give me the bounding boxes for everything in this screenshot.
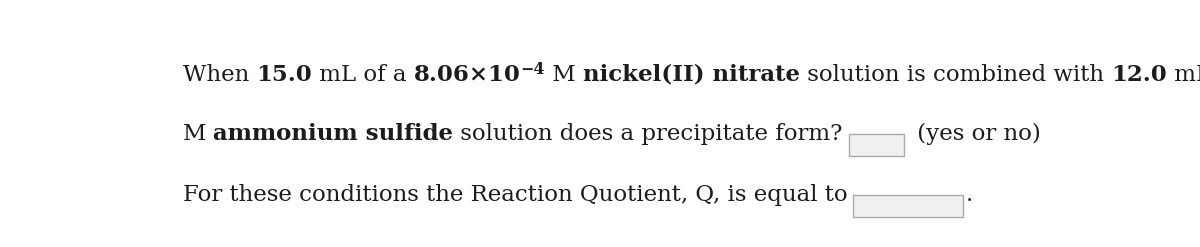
Text: When: When bbox=[182, 64, 256, 86]
Bar bbox=[848, 134, 904, 156]
Text: −4: −4 bbox=[521, 61, 545, 78]
Text: M: M bbox=[545, 64, 583, 86]
Text: 12.0: 12.0 bbox=[1111, 64, 1166, 86]
Text: nickel(II) nitrate: nickel(II) nitrate bbox=[583, 64, 799, 86]
Text: mL of a: mL of a bbox=[312, 64, 414, 86]
Text: .: . bbox=[966, 184, 973, 206]
Text: M: M bbox=[182, 123, 214, 145]
Text: ammonium sulfide: ammonium sulfide bbox=[214, 123, 454, 145]
Text: solution is combined with: solution is combined with bbox=[799, 64, 1111, 86]
Text: 15.0: 15.0 bbox=[256, 64, 312, 86]
Text: For these conditions the Reaction Quotient, Q, is equal to: For these conditions the Reaction Quotie… bbox=[182, 184, 847, 206]
Text: mL of a: mL of a bbox=[1166, 64, 1200, 86]
Text: 8.06×10: 8.06×10 bbox=[414, 64, 521, 86]
Bar bbox=[853, 195, 964, 217]
Text: (yes or no): (yes or no) bbox=[910, 123, 1040, 145]
Text: solution does a precipitate form?: solution does a precipitate form? bbox=[454, 123, 842, 145]
